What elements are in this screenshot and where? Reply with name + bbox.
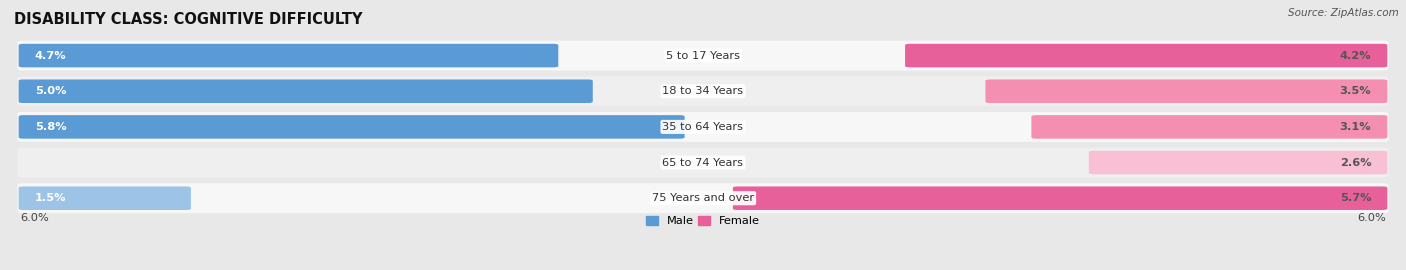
Text: 3.1%: 3.1%: [1340, 122, 1371, 132]
FancyBboxPatch shape: [18, 187, 191, 210]
FancyBboxPatch shape: [986, 79, 1388, 103]
Text: 5.0%: 5.0%: [35, 86, 66, 96]
FancyBboxPatch shape: [1088, 151, 1388, 174]
Text: 2.6%: 2.6%: [1340, 158, 1371, 168]
Legend: Male, Female: Male, Female: [641, 211, 765, 231]
FancyBboxPatch shape: [17, 183, 1389, 213]
FancyBboxPatch shape: [18, 79, 593, 103]
Text: 65 to 74 Years: 65 to 74 Years: [662, 158, 744, 168]
FancyBboxPatch shape: [18, 115, 685, 139]
Text: Source: ZipAtlas.com: Source: ZipAtlas.com: [1288, 8, 1399, 18]
Text: 6.0%: 6.0%: [1357, 213, 1386, 223]
Text: 75 Years and over: 75 Years and over: [652, 193, 754, 203]
FancyBboxPatch shape: [17, 112, 1389, 142]
Text: 6.0%: 6.0%: [20, 213, 49, 223]
Text: 1.5%: 1.5%: [35, 193, 66, 203]
Text: 18 to 34 Years: 18 to 34 Years: [662, 86, 744, 96]
FancyBboxPatch shape: [905, 44, 1388, 67]
FancyBboxPatch shape: [18, 44, 558, 67]
Text: 4.2%: 4.2%: [1340, 50, 1371, 60]
Text: 3.5%: 3.5%: [1340, 86, 1371, 96]
Text: 35 to 64 Years: 35 to 64 Years: [662, 122, 744, 132]
Text: DISABILITY CLASS: COGNITIVE DIFFICULTY: DISABILITY CLASS: COGNITIVE DIFFICULTY: [14, 12, 363, 27]
FancyBboxPatch shape: [1032, 115, 1388, 139]
Text: 5 to 17 Years: 5 to 17 Years: [666, 50, 740, 60]
FancyBboxPatch shape: [733, 187, 1388, 210]
Text: 5.8%: 5.8%: [35, 122, 66, 132]
FancyBboxPatch shape: [17, 148, 1389, 178]
Text: 5.7%: 5.7%: [1340, 193, 1371, 203]
Text: 4.7%: 4.7%: [35, 50, 66, 60]
FancyBboxPatch shape: [17, 40, 1389, 70]
FancyBboxPatch shape: [17, 76, 1389, 106]
